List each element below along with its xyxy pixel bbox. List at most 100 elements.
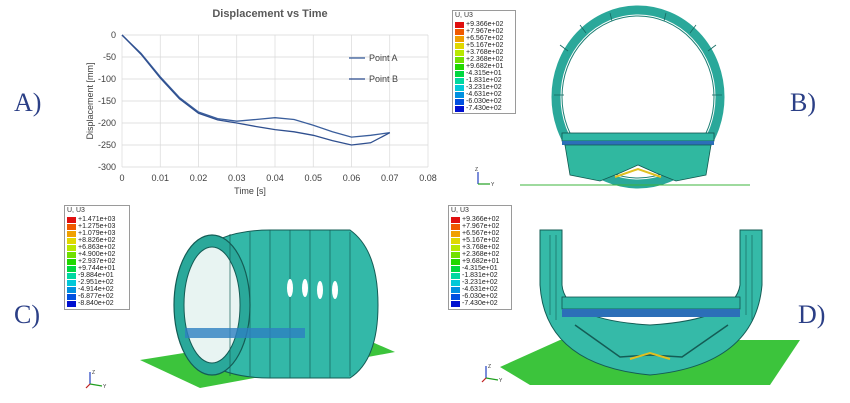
legend-swatch [67, 272, 76, 279]
legend-value: +9.744e+01 [78, 265, 116, 272]
legend-swatch [455, 35, 464, 42]
legend-swatch [451, 230, 460, 237]
legend-row: +1.079e+03 [67, 230, 115, 237]
panel-label-d: D) [798, 300, 826, 329]
legend-row: -3.231e+02 [451, 279, 498, 286]
legend-value: -3.231e+02 [462, 279, 498, 286]
legend-row: -1.831e+02 [451, 272, 498, 279]
legend-swatch [67, 293, 76, 300]
legend-swatch [455, 84, 464, 91]
legend-entry: Point A [369, 53, 398, 63]
legend-row: +7.967e+02 [455, 28, 503, 35]
legend-swatch [67, 237, 76, 244]
x-tick-label: 0.06 [343, 173, 361, 183]
legend-value: -1.831e+02 [466, 77, 502, 84]
legend-value: -3.231e+02 [466, 84, 502, 91]
legend-value: +1.275e+03 [78, 223, 116, 230]
legend-value: -4.315e+01 [462, 265, 498, 272]
legend-row: -4.631e+02 [455, 91, 502, 98]
legend-value: +6.567e+02 [466, 35, 504, 42]
legend-row: +3.768e+02 [455, 49, 503, 56]
legend-value: -6.877e+02 [78, 293, 114, 300]
legend-row: -1.831e+02 [455, 77, 502, 84]
legend-entry: Point B [369, 74, 398, 84]
legend-swatch [455, 77, 464, 84]
legend-row: +9.682e+01 [451, 258, 499, 265]
y-tick-label: -250 [98, 140, 116, 150]
triad-y-label-b: Y [491, 182, 495, 188]
series-line-point-b [121, 34, 391, 146]
legend-row: +3.768e+02 [451, 244, 499, 251]
legend-value: -4.631e+02 [462, 286, 498, 293]
triad-z-label-d: Z [488, 364, 491, 370]
x-tick-label: 0.05 [304, 173, 322, 183]
legend-swatch [455, 21, 464, 28]
legend-swatch [455, 70, 464, 77]
y-tick-label: -50 [103, 52, 116, 62]
triad-z-label-c: Z [92, 370, 95, 376]
legend-row: +9.366e+02 [455, 21, 503, 28]
x-tick-label: 0.02 [190, 173, 208, 183]
legend-swatch [455, 42, 464, 49]
legend-swatch [451, 223, 460, 230]
panel-label-c: C) [14, 300, 40, 329]
legend-title-d: U, U3 [451, 207, 469, 214]
legend-value: -9.884e+01 [78, 272, 114, 279]
panel-label-b: B) [790, 88, 816, 117]
legend-value: +2.937e+02 [78, 258, 116, 265]
legend-swatch [67, 258, 76, 265]
legend-swatch [67, 265, 76, 272]
triad-y-label-d: Y [499, 378, 503, 384]
legend-row: -8.840e+02 [67, 300, 114, 307]
fea-image-b [520, 5, 750, 189]
legend-swatch [451, 216, 460, 223]
legend-value: -1.831e+02 [462, 272, 498, 279]
fea-image-c [140, 229, 395, 388]
legend-row: +8.826e+02 [67, 237, 115, 244]
legend-value: +3.768e+02 [466, 49, 504, 56]
legend-swatch [451, 237, 460, 244]
legend-swatch [451, 251, 460, 258]
legend-row: +1.275e+03 [67, 223, 115, 230]
legend-value: +2.368e+02 [466, 56, 504, 63]
legend-swatch [455, 105, 464, 112]
legend-row: -9.884e+01 [67, 272, 114, 279]
x-tick-label: 0.01 [151, 173, 169, 183]
legend-swatch [451, 293, 460, 300]
legend-row: +5.167e+02 [455, 42, 503, 49]
legend-row: -6.030e+02 [451, 293, 498, 300]
legend-row: +4.900e+02 [67, 251, 115, 258]
y-tick-label: -150 [98, 96, 116, 106]
legend-title-c: U, U3 [67, 207, 85, 214]
panel-label-a: A) [14, 88, 42, 117]
legend-row: +7.967e+02 [451, 223, 499, 230]
legend-value: +8.826e+02 [78, 237, 116, 244]
y-tick-label: -300 [98, 162, 116, 172]
legend-row: +9.682e+01 [455, 63, 503, 70]
legend-row: -6.030e+02 [455, 98, 502, 105]
legend-value: +7.967e+02 [466, 28, 504, 35]
legend-value: -4.631e+02 [466, 91, 502, 98]
legend-swatch [67, 279, 76, 286]
legend-swatch [455, 98, 464, 105]
legend-row: -3.231e+02 [455, 84, 502, 91]
legend-value: +5.167e+02 [466, 42, 504, 49]
legend-swatch [67, 216, 76, 223]
legend-row: -4.315e+01 [451, 265, 498, 272]
y-tick-label: 0 [111, 30, 116, 40]
triad-z-label-b: Z [475, 167, 478, 173]
legend-row: -4.914e+02 [67, 286, 114, 293]
legend-value: +9.682e+01 [462, 258, 500, 265]
legend-swatch [451, 286, 460, 293]
legend-value: -6.030e+02 [462, 293, 498, 300]
legend-value: -8.840e+02 [78, 300, 114, 307]
legend-swatch [455, 28, 464, 35]
legend-swatch [455, 63, 464, 70]
axis-triad-b: Z Y [475, 167, 495, 188]
x-tick-label: 0.03 [228, 173, 246, 183]
triad-y-label-c: Y [103, 384, 107, 390]
legend-swatch [67, 230, 76, 237]
legend-value: +2.368e+02 [462, 251, 500, 258]
legend-value: +7.967e+02 [462, 223, 500, 230]
